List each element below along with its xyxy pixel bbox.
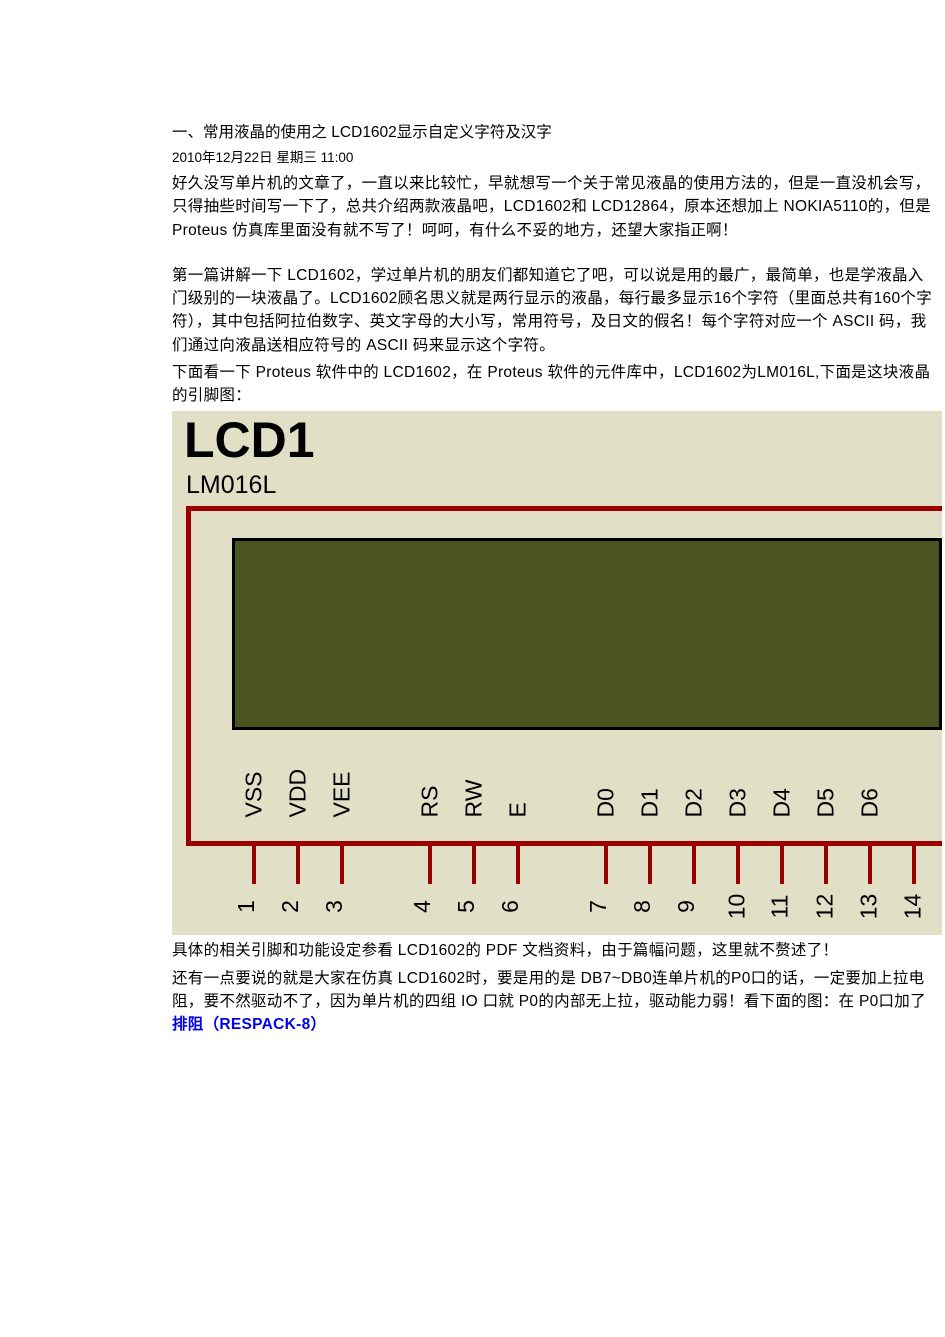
pin-lead — [648, 846, 652, 884]
pin-lead — [252, 846, 256, 884]
pin-number: 9 — [673, 900, 700, 913]
pin-number: 1 — [233, 900, 260, 913]
pin-lead — [736, 846, 740, 884]
pin-number: 7 — [585, 900, 612, 913]
lcd-pin: VSS 1 — [232, 741, 276, 931]
paragraph-2: 第一篇讲解一下 LCD1602，学过单片机的朋友们都知道它了吧，可以说是用的最广… — [172, 264, 937, 357]
pin-lead — [428, 846, 432, 884]
pin-number: 4 — [409, 900, 436, 913]
paragraph-3: 下面看一下 Proteus 软件中的 LCD1602，在 Proteus 软件的… — [172, 361, 937, 408]
pin-lead — [604, 846, 608, 884]
pin-lead — [868, 846, 872, 884]
pin-lead — [692, 846, 696, 884]
pin-lead — [296, 846, 300, 884]
pin-number: 14 — [899, 894, 926, 920]
pin-number: 2 — [277, 900, 304, 913]
lcd-pin: RS 4 — [408, 741, 452, 931]
pin-label: VEE — [329, 772, 356, 818]
pin-label: RS — [417, 786, 444, 818]
lcd-screen-area — [232, 538, 942, 730]
lcd-component-name: LCD1 — [184, 411, 315, 469]
pin-label: D6 — [857, 788, 884, 817]
pin-number: 8 — [629, 900, 656, 913]
spacer — [172, 246, 937, 264]
lcd-pin: 14 — [892, 741, 936, 931]
paragraph-4: 具体的相关引脚和功能设定参看 LCD1602的 PDF 文档资料，由于篇幅问题，… — [172, 939, 937, 962]
lcd-pin: D4 11 — [760, 741, 804, 931]
pin-label: D5 — [813, 788, 840, 817]
pin-number: 3 — [321, 900, 348, 913]
pin-lead — [516, 846, 520, 884]
pin-lead — [824, 846, 828, 884]
pin-label: D2 — [681, 788, 708, 817]
pin-label: D0 — [593, 788, 620, 817]
pin-lead — [472, 846, 476, 884]
pin-label: E — [505, 802, 532, 817]
lcd-pin: D2 9 — [672, 741, 716, 931]
pin-number: 6 — [497, 900, 524, 913]
pin-label: RW — [461, 780, 488, 818]
lcd-component-part: LM016L — [186, 471, 276, 500]
pin-label: D4 — [769, 788, 796, 817]
pin-label: D1 — [637, 788, 664, 817]
pin-label: D3 — [725, 788, 752, 817]
lcd-diagram: LCD1 LM016L VSS1VDD2VEE3RS4RW5E6D07D18D2… — [172, 411, 942, 935]
paragraph-5: 还有一点要说的就是大家在仿真 LCD1602时，要是用的是 DB7~DB0连单片… — [172, 967, 937, 1037]
lcd-pin: D0 7 — [584, 741, 628, 931]
pin-number: 12 — [811, 894, 838, 920]
pin-label: VDD — [285, 769, 312, 818]
pin-number: 5 — [453, 900, 480, 913]
pin-number: 11 — [766, 895, 793, 919]
pin-number: 10 — [723, 894, 750, 920]
lcd-pin: D6 13 — [848, 741, 892, 931]
pin-lead — [340, 846, 344, 884]
lcd-pin: VEE 3 — [320, 741, 364, 931]
article-title: 一、常用液晶的使用之 LCD1602显示自定义字符及汉字 — [172, 120, 937, 142]
lcd-pin: D1 8 — [628, 741, 672, 931]
paragraph-1: 好久没写单片机的文章了，一直以来比较忙，早就想写一个关于常见液晶的使用方法的，但… — [172, 172, 937, 242]
pin-number: 13 — [855, 894, 882, 920]
article-date: 2010年12月22日 星期三 11:00 — [172, 146, 937, 166]
pin-label: VSS — [241, 772, 268, 818]
lcd-pin-row: VSS1VDD2VEE3RS4RW5E6D07D18D29D310D411D51… — [172, 741, 942, 931]
paragraph-5-text: 还有一点要说的就是大家在仿真 LCD1602时，要是用的是 DB7~DB0连单片… — [172, 970, 926, 1010]
lcd-pin: E6 — [496, 741, 540, 931]
respack-link[interactable]: 排阻（RESPACK-8） — [172, 1016, 326, 1033]
lcd-pin: VDD 2 — [276, 741, 320, 931]
pin-lead — [912, 846, 916, 884]
pin-lead — [780, 846, 784, 884]
lcd-pin: RW 5 — [452, 741, 496, 931]
lcd-pin: D5 12 — [804, 741, 848, 931]
lcd-pin: D3 10 — [716, 741, 760, 931]
